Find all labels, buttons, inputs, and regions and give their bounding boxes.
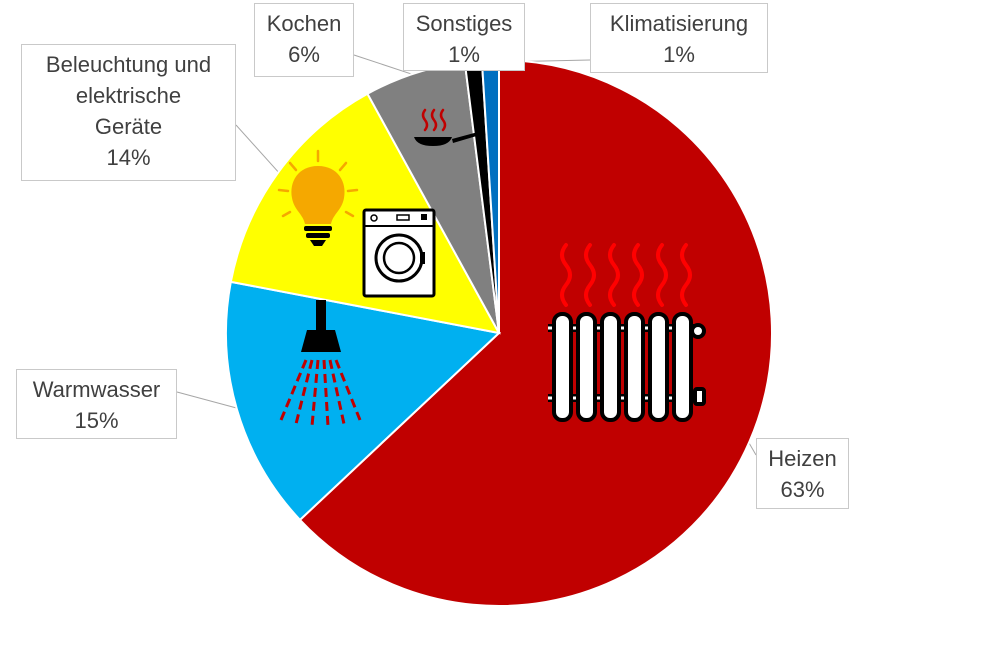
label-beleuchtung: Beleuchtung und elektrische Geräte 14% <box>21 44 236 181</box>
label-kochen-value: 6% <box>261 39 347 70</box>
label-sonstiges-value: 1% <box>410 39 518 70</box>
label-warmwasser-value: 15% <box>23 405 170 436</box>
label-warmwasser: Warmwasser 15% <box>16 369 177 439</box>
label-warmwasser-name: Warmwasser <box>23 374 170 405</box>
label-heizen-value: 63% <box>763 474 842 505</box>
label-sonstiges-name: Sonstiges <box>410 8 518 39</box>
washing-machine-icon <box>364 210 434 296</box>
label-kochen: Kochen 6% <box>254 3 354 77</box>
leader-line-2 <box>236 125 280 174</box>
label-sonstiges: Sonstiges 1% <box>403 3 525 71</box>
label-klimatisierung-value: 1% <box>597 39 761 70</box>
label-kochen-name: Kochen <box>261 8 347 39</box>
label-heizen-name: Heizen <box>763 443 842 474</box>
label-beleuchtung-name: Beleuchtung und elektrische Geräte <box>28 49 229 142</box>
label-beleuchtung-value: 14% <box>28 142 229 173</box>
label-heizen: Heizen 63% <box>756 438 849 509</box>
leader-line-1 <box>177 392 239 409</box>
label-klimatisierung-name: Klimatisierung <box>597 8 761 39</box>
label-klimatisierung: Klimatisierung 1% <box>590 3 768 73</box>
